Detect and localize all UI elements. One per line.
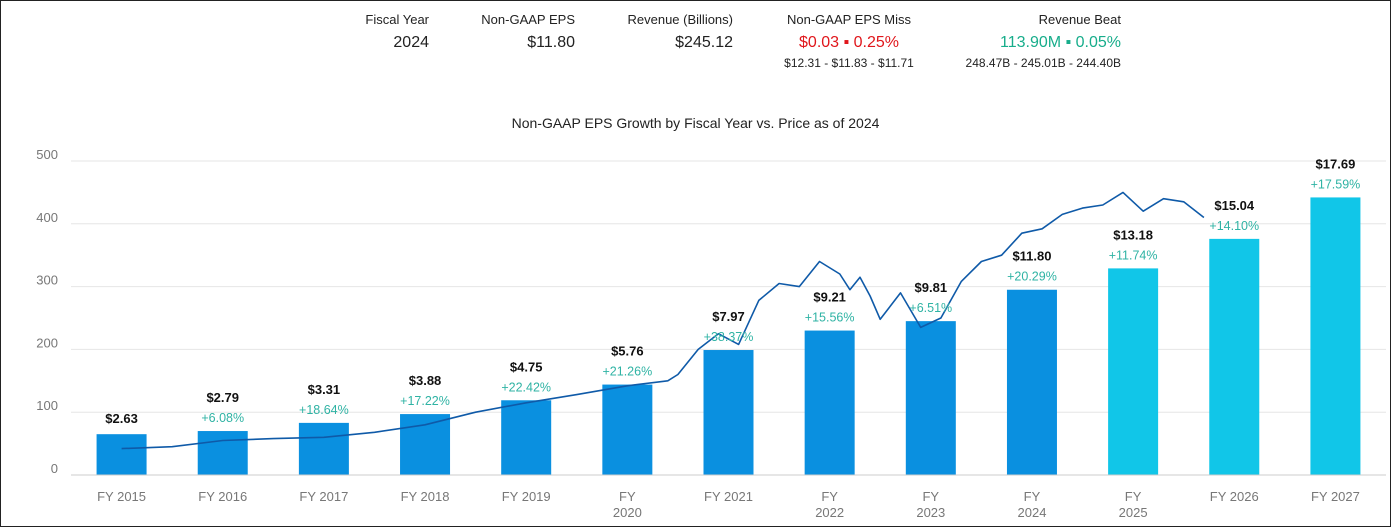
growth-label: +15.56% bbox=[805, 311, 855, 325]
y-tick-label: 500 bbox=[36, 147, 58, 162]
eps-bar bbox=[804, 330, 855, 475]
x-tick-label: FY 2026 bbox=[1210, 489, 1259, 504]
eps-value-label: $2.63 bbox=[105, 411, 138, 426]
x-tick-label: FY 2023 bbox=[916, 489, 945, 520]
growth-label: +11.74% bbox=[1109, 248, 1158, 262]
eps-value-label: $2.79 bbox=[206, 390, 239, 405]
eps-bar bbox=[1006, 289, 1057, 475]
eps-bar bbox=[400, 414, 451, 475]
eps-value-label: $5.76 bbox=[611, 344, 644, 359]
growth-label: +21.26% bbox=[602, 365, 652, 379]
eps-bar bbox=[703, 350, 754, 475]
stat-fiscal-year: Fiscal Year 2024 bbox=[301, 11, 429, 55]
stat-revenue-beat: Revenue Beat 113.90M ▪ 0.05% 248.47B - 2… bbox=[941, 11, 1121, 71]
x-tick-label: FY 2017 bbox=[299, 489, 348, 504]
x-tick-label: FY 2015 bbox=[97, 489, 146, 504]
eps-bar bbox=[1310, 197, 1361, 475]
x-tick-label: FY 2019 bbox=[502, 489, 551, 504]
growth-label: +17.22% bbox=[400, 394, 450, 408]
eps-bar bbox=[602, 384, 653, 475]
growth-label: +18.64% bbox=[299, 403, 349, 417]
eps-bar bbox=[905, 321, 956, 475]
eps-value-label: $13.18 bbox=[1113, 227, 1153, 242]
stat-range: 248.47B - 245.01B - 244.40B bbox=[965, 56, 1121, 70]
eps-value-label: $9.81 bbox=[915, 280, 948, 295]
stat-eps-miss: Non-GAAP EPS Miss $0.03 ▪ 0.25% $12.31 -… bbox=[769, 11, 929, 71]
eps-bar bbox=[96, 434, 147, 475]
stat-label: Fiscal Year bbox=[365, 12, 429, 27]
x-tick-label: FY 2016 bbox=[198, 489, 247, 504]
growth-label: +22.42% bbox=[501, 380, 551, 394]
eps-value-label: $3.88 bbox=[409, 373, 442, 388]
x-tick-label: FY 2020 bbox=[613, 489, 642, 520]
eps-bar bbox=[298, 422, 349, 475]
stat-label: Non-GAAP EPS bbox=[481, 12, 575, 27]
eps-bar bbox=[501, 400, 552, 475]
stat-eps: Non-GAAP EPS $11.80 bbox=[431, 11, 575, 55]
stat-value: $0.03 ▪ 0.25% bbox=[799, 34, 899, 51]
eps-bar bbox=[1209, 238, 1260, 475]
growth-label: +38.37% bbox=[704, 330, 754, 344]
y-tick-label: 100 bbox=[36, 398, 58, 413]
stat-label: Revenue (Billions) bbox=[627, 12, 734, 27]
y-tick-label: 300 bbox=[36, 273, 58, 288]
eps-value-label: $11.80 bbox=[1012, 249, 1051, 264]
eps-value-label: $15.04 bbox=[1214, 198, 1255, 213]
stat-value: $11.80 bbox=[527, 34, 575, 51]
x-tick-label: FY 2025 bbox=[1119, 489, 1148, 520]
stat-value: 113.90M ▪ 0.05% bbox=[999, 34, 1121, 51]
stat-range: $12.31 - $11.83 - $11.71 bbox=[784, 56, 914, 70]
x-tick-label: FY 2027 bbox=[1311, 489, 1360, 504]
stat-value: $245.12 bbox=[675, 34, 733, 51]
y-tick-label: 0 bbox=[51, 461, 58, 476]
x-tick-label: FY 2018 bbox=[401, 489, 450, 504]
growth-label: +6.51% bbox=[909, 301, 952, 315]
eps-bar bbox=[197, 431, 248, 475]
eps-value-label: $9.21 bbox=[813, 290, 846, 305]
growth-label: +6.08% bbox=[201, 411, 244, 425]
stat-value: 2024 bbox=[393, 34, 429, 51]
growth-label: +20.29% bbox=[1007, 270, 1057, 284]
stat-revenue: Revenue (Billions) $245.12 bbox=[591, 11, 734, 55]
x-tick-label: FY 2022 bbox=[815, 489, 844, 520]
eps-bar bbox=[1108, 268, 1159, 475]
growth-label: +14.10% bbox=[1209, 219, 1259, 233]
chart-title: Non-GAAP EPS Growth by Fiscal Year vs. P… bbox=[511, 115, 880, 131]
price-line bbox=[121, 191, 1205, 450]
eps-value-label: $17.69 bbox=[1316, 156, 1356, 171]
x-tick-label: FY 2024 bbox=[1018, 489, 1047, 520]
y-tick-label: 200 bbox=[36, 335, 58, 350]
stat-label: Revenue Beat bbox=[1038, 12, 1121, 27]
eps-value-label: $3.31 bbox=[308, 382, 341, 397]
growth-label: +17.59% bbox=[1311, 177, 1361, 191]
eps-value-label: $4.75 bbox=[510, 359, 543, 374]
y-tick-label: 400 bbox=[36, 210, 58, 225]
eps-value-label: $7.97 bbox=[712, 309, 745, 324]
summary-stats: Fiscal Year 2024 Non-GAAP EPS $11.80 Rev… bbox=[1, 11, 1390, 73]
stat-label: Non-GAAP EPS Miss bbox=[786, 12, 912, 27]
x-tick-label: FY 2021 bbox=[704, 489, 753, 504]
